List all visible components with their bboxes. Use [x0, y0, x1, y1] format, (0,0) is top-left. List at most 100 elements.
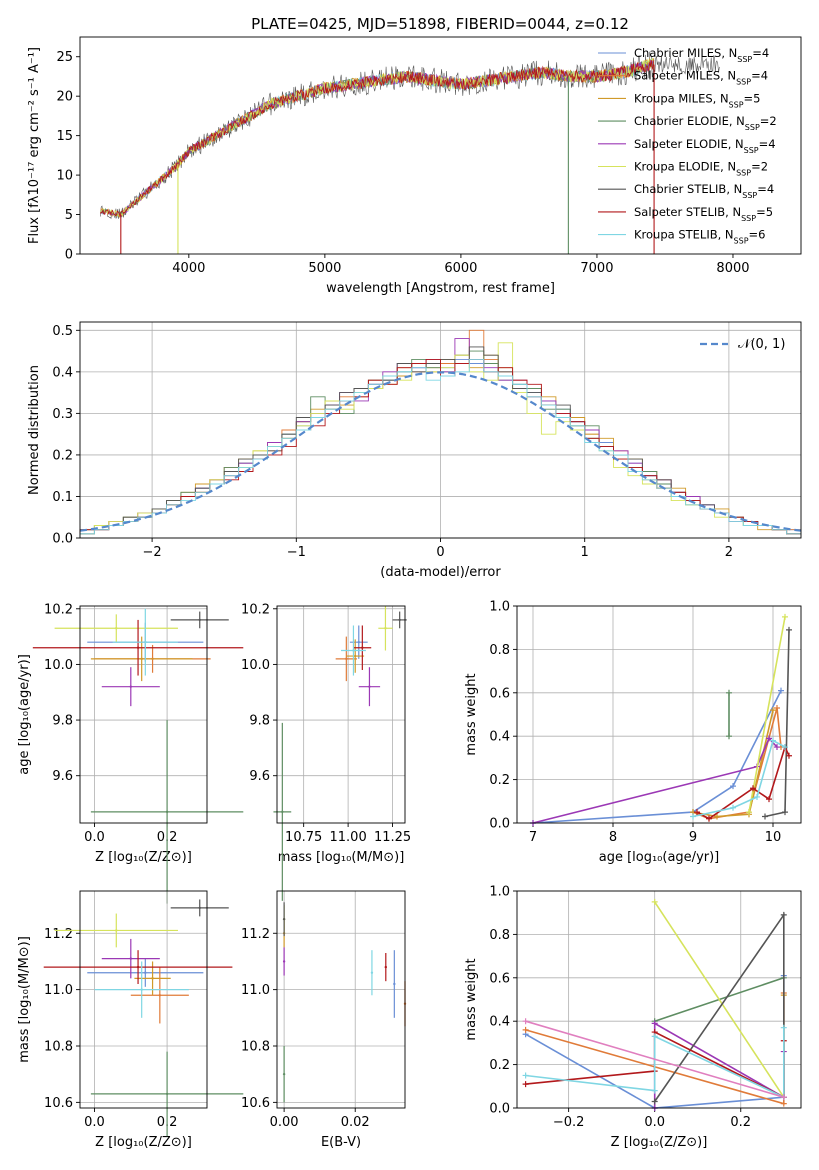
weight-marker: [780, 1100, 787, 1107]
x-axis-label: Z [log₁₀(Z/Z⊙)]: [95, 850, 192, 865]
data-point: [140, 988, 143, 991]
axes-frame: [276, 890, 406, 1109]
legend-entry: Chabrier ELODIE, NSSP=2: [634, 114, 777, 132]
weight-marker: [780, 1024, 787, 1031]
y-tick-label: 11.2: [44, 927, 73, 942]
legend-entry: Salpeter ELODIE, NSSP=4: [634, 137, 776, 155]
data-point: [393, 982, 396, 986]
axes-frame: [79, 321, 802, 539]
y-tick-label: 0.5: [52, 324, 73, 339]
x-axis-label: mass [log₁₀(M/M⊙)]: [278, 850, 405, 865]
y-tick-label: 10.8: [44, 1040, 73, 1055]
weight-series: [692, 707, 782, 820]
weight-marker: [766, 796, 772, 803]
x-tick-label: −0.2: [553, 1115, 585, 1130]
x-tick-label: 2: [725, 545, 733, 560]
data-point: [136, 646, 140, 649]
legend-entry: Kroupa ELODIE, NSSP=2: [634, 160, 768, 178]
y-tick-label: 10.2: [44, 602, 73, 617]
legend-entry: 𝒩(0, 1): [738, 337, 785, 352]
y-tick-label: 0.8: [489, 643, 510, 658]
axes-frame: [79, 890, 208, 1109]
weight-marker: [522, 1081, 529, 1088]
x-tick-label: 8000: [716, 261, 749, 276]
y-tick-label: 1.0: [489, 885, 510, 900]
weight-marker: [522, 1026, 529, 1033]
x-axis-label: E(B-V): [321, 1135, 361, 1150]
x-tick-label: −1: [287, 545, 306, 560]
y-tick-label: 10: [56, 169, 73, 184]
y-tick-label: 0.2: [489, 773, 510, 788]
legend-entry: Chabrier STELIB, NSSP=4: [634, 182, 774, 200]
x-axis-label: wavelength [Angstrom, rest frame]: [326, 281, 555, 296]
data-point: [398, 618, 401, 622]
weight-marker: [780, 1094, 787, 1101]
data-point: [354, 654, 357, 658]
y-tick-label: 10.0: [44, 658, 73, 673]
y-tick-label: 0.6: [489, 971, 510, 986]
axes-frame: [516, 605, 802, 824]
data-point: [384, 965, 387, 969]
data-point: [115, 627, 118, 630]
data-point: [282, 960, 286, 963]
data-point: [136, 965, 140, 969]
x-tick-label: 0.02: [341, 1115, 370, 1130]
data-point: [151, 977, 154, 980]
weight-marker: [694, 809, 700, 816]
weight-marker: [750, 785, 756, 792]
data-point: [281, 810, 284, 814]
weight-marker: [762, 813, 768, 820]
y-tick-label: 0.2: [489, 1058, 510, 1073]
spectrum-line: [100, 57, 655, 219]
data-point: [368, 685, 371, 688]
weight-marker: [522, 1072, 529, 1079]
x-tick-label: 0.0: [84, 830, 105, 845]
weight-marker: [770, 707, 776, 714]
weight-marker: [746, 809, 752, 816]
x-tick-label: 10.75: [285, 830, 322, 845]
legend-entry: Chabrier MILES, NSSP=4: [634, 46, 769, 64]
x-tick-label: 7: [529, 830, 537, 845]
y-axis-label: Normed distribution: [27, 365, 42, 495]
legend-entry: Salpeter MILES, NSSP=4: [634, 69, 768, 87]
y-tick-label: 0.4: [489, 730, 510, 745]
y-tick-label: 5: [65, 208, 73, 223]
weight-marker: [726, 689, 732, 696]
weight-series: [532, 736, 778, 824]
legend-entry: Salpeter STELIB, NSSP=5: [634, 205, 773, 223]
y-tick-label: 11.0: [241, 983, 270, 998]
legend-entry: Kroupa MILES, NSSP=5: [634, 91, 760, 109]
axes-frame: [79, 605, 208, 824]
data-point: [144, 971, 147, 974]
y-tick-label: 0.2: [52, 448, 73, 463]
y-tick-label: 11.0: [44, 983, 73, 998]
x-axis-label: age [log₁₀(age/yr)]: [599, 850, 720, 865]
y-tick-label: 0.8: [489, 928, 510, 943]
y-tick-label: 1.0: [489, 600, 510, 615]
axes-frame: [516, 890, 802, 1109]
x-tick-label: 10: [765, 830, 782, 845]
y-axis-label: mass weight: [464, 673, 479, 755]
weight-marker: [780, 911, 787, 918]
data-point: [115, 929, 118, 932]
weight-marker: [690, 813, 696, 820]
weight-series: [654, 912, 785, 1102]
data-point: [144, 640, 147, 644]
y-tick-label: 10.6: [241, 1096, 270, 1111]
data-point: [345, 657, 348, 661]
x-axis-label: (data-model)/error: [380, 565, 501, 580]
weight-series: [748, 616, 786, 813]
weight-marker: [770, 737, 776, 744]
x-tick-label: 5000: [308, 261, 341, 276]
data-point: [158, 994, 162, 997]
x-tick-label: 8: [609, 830, 617, 845]
y-tick-label: 9.8: [249, 714, 270, 729]
weight-marker: [651, 1098, 658, 1105]
x-axis-label: Z [log₁₀(Z/Z⊙)]: [95, 1135, 192, 1150]
y-tick-label: 0: [65, 248, 73, 263]
x-tick-label: 0.0: [644, 1115, 665, 1130]
weight-series: [692, 710, 774, 818]
x-tick-label: 0.00: [270, 1115, 299, 1130]
y-tick-label: 0.3: [52, 407, 73, 422]
